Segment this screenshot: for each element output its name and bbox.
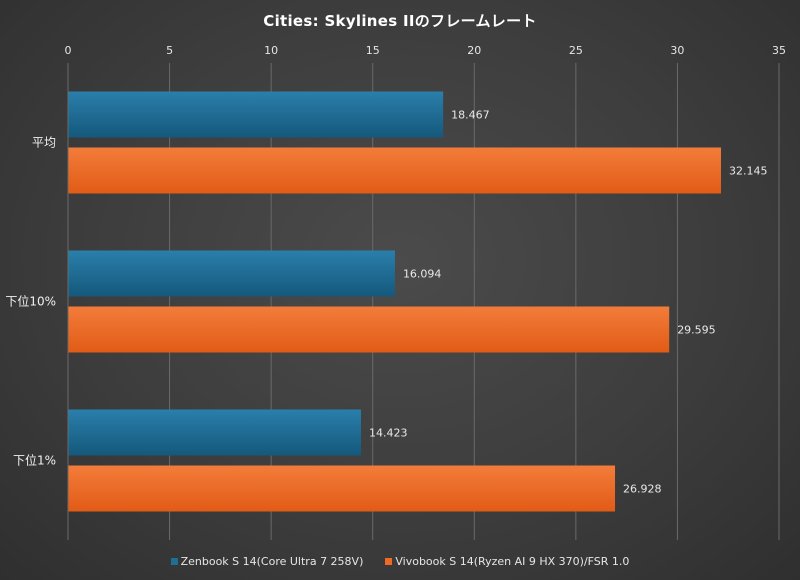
legend-item-series-2: Vivobook S 14(Ryzen AI 9 HX 370)/FSR 1.0	[385, 555, 629, 568]
category-label-3: 下位1%	[13, 453, 56, 468]
legend-item-series-1: Zenbook S 14(Core Ultra 7 258V)	[170, 555, 364, 568]
data-label-series-2-category-1: 32.145	[729, 165, 768, 178]
x-tick-label-10: 10	[264, 44, 278, 57]
data-label-series-1-category-1: 18.467	[451, 109, 490, 122]
legend-swatch-series-2	[385, 558, 393, 565]
x-tick-label-20: 20	[467, 44, 481, 57]
data-label-series-2-category-2: 29.595	[677, 324, 716, 337]
data-label-series-2-category-3: 26.928	[623, 483, 662, 496]
x-tick-label-35: 35	[772, 44, 786, 57]
bar-series-1-category-2	[68, 250, 395, 297]
x-tick-label-5: 5	[166, 44, 173, 57]
x-tick-label-25: 25	[569, 44, 583, 57]
bar-series-2-category-1	[68, 147, 722, 194]
bar-series-2-category-3	[68, 465, 616, 512]
legend-label-series-1: Zenbook S 14(Core Ultra 7 258V)	[180, 555, 364, 568]
data-label-series-1-category-2: 16.094	[403, 268, 442, 281]
category-label-2: 下位10%	[5, 294, 56, 309]
chart-title: Cities: Skylines IIのフレームレート	[263, 12, 537, 30]
legend: Zenbook S 14(Core Ultra 7 258V) Vivobook…	[0, 555, 800, 568]
category-label-1: 平均	[32, 136, 56, 150]
bar-series-1-category-3	[68, 409, 361, 456]
legend-swatch-series-1	[170, 558, 178, 565]
bar-series-2-category-2	[68, 306, 670, 353]
x-tick-label-30: 30	[670, 44, 684, 57]
data-label-series-1-category-3: 14.423	[369, 427, 408, 440]
x-tick-label-15: 15	[366, 44, 380, 57]
x-tick-label-0: 0	[65, 44, 72, 57]
bar-series-1-category-1	[68, 91, 444, 138]
legend-label-series-2: Vivobook S 14(Ryzen AI 9 HX 370)/FSR 1.0	[395, 555, 630, 568]
